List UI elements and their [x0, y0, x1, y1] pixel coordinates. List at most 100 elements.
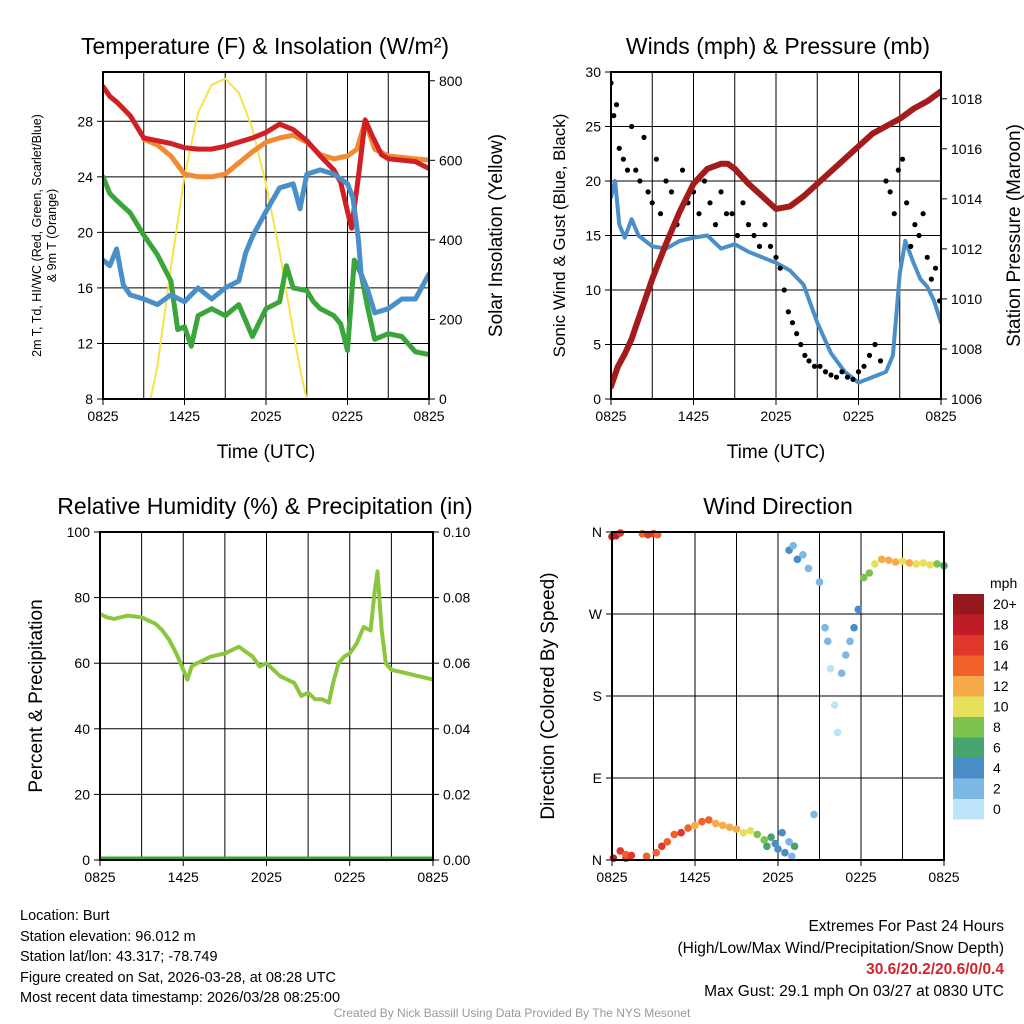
wind-direction-point [718, 821, 727, 830]
wind-direction-point [799, 550, 807, 559]
plot-frame [99, 531, 434, 861]
y2-tick-label: 1010 [951, 291, 982, 307]
gust-point [895, 167, 901, 173]
wind-direction-point [711, 819, 720, 828]
gust-point [781, 287, 787, 293]
y2-tick-label: 1018 [951, 91, 982, 107]
x-tick-label: 0825 [84, 869, 115, 885]
wind-direction-point [616, 847, 625, 855]
gust-point [653, 156, 659, 162]
chart-panel-3: 0 20 40 60 80 100 0.00 0.02 0.04 0.06 0.08 0.10 0825… [26, 493, 473, 885]
legend-swatch [953, 635, 984, 656]
chart-panel-1: 8 12 16 20 24 28 0 200 400 600 800 0825 1425 2025 0225… [30, 33, 507, 463]
x-tick-label: 2025 [251, 869, 282, 885]
wind-direction-point [891, 558, 900, 566]
created-text: Figure created on Sat, 2026-03-28, at 08… [20, 969, 336, 986]
y2-tick-label: 1008 [951, 341, 982, 357]
wind-direction-point [684, 824, 692, 832]
gust-point [657, 211, 664, 217]
gust-point [908, 243, 914, 249]
y-axis-label-2: & 9m T (Orange) [45, 189, 59, 282]
y-tick-label: 16 [77, 280, 93, 296]
gust-point [904, 200, 910, 206]
y2-tick-label: 0.02 [443, 786, 470, 802]
credit-text: Created By Nick Bassill Using Data Provi… [333, 1006, 691, 1020]
y-tick-label: 30 [585, 64, 601, 80]
y-axis-label: Sonic Wind & Gust (Blue, Black) [550, 114, 569, 358]
chart-title: Winds (mph) & Pressure (mb) [626, 33, 930, 59]
legend-swatch [953, 799, 984, 820]
wind-direction-point [912, 560, 921, 568]
wind-direction-point [790, 842, 799, 851]
max-gust-text: Max Gust: 29.1 mph On 03/27 at 0830 UTC [704, 982, 1004, 1000]
legend-label: 12 [993, 678, 1009, 694]
gust-point [802, 352, 808, 358]
latlon-text: Station lat/lon: 43.317; -78.749 [20, 949, 218, 965]
wind-direction-point [824, 637, 832, 646]
wind-direction-point [781, 848, 789, 857]
wind-direction-point [788, 852, 796, 861]
gust-point [633, 167, 639, 173]
y2-tick-label: 0.06 [443, 655, 470, 671]
x-tick-label: 0825 [417, 869, 448, 885]
2m-td-line [103, 174, 429, 358]
y-tick-label: 25 [585, 119, 601, 135]
wind-direction-point [865, 569, 874, 577]
2m-t-line [103, 84, 429, 231]
wind-direction-point [627, 851, 636, 860]
y2-tick-label: 0.10 [443, 524, 470, 540]
gust-point [767, 243, 774, 249]
legend-swatch [953, 737, 984, 758]
gust-point [866, 352, 873, 358]
wind-direction-point [905, 559, 914, 567]
y-tick-label: 20 [77, 224, 93, 240]
wind-direction-point [804, 564, 813, 573]
gust-point [616, 145, 622, 151]
chart-panel-2: 0510152025301006100810101012101410161018… [550, 33, 1024, 463]
recent-text: Most recent data timestamp: 2026/03/28 0… [20, 990, 341, 1006]
gust-point [899, 156, 906, 162]
y-axis-label: Percent & Precipitation [26, 599, 47, 792]
y-tick-label: N [592, 524, 602, 540]
x-tick-label: 1425 [678, 408, 709, 424]
wind-direction-point [919, 559, 928, 567]
gust-point [756, 243, 763, 249]
wind-direction-point [658, 842, 666, 851]
legend-swatch [953, 655, 984, 676]
y2-tick-label: 0.08 [443, 590, 470, 606]
wind-direction-point [785, 837, 793, 846]
plot-frame [610, 71, 942, 400]
x-tick-label: 0825 [925, 408, 956, 424]
gust-point [828, 372, 834, 378]
y2-tick-label: 800 [439, 73, 463, 89]
legend-swatch [953, 696, 984, 717]
gust-point [611, 113, 617, 119]
y2-tick-label: 0 [439, 391, 447, 407]
y-axis-label: 2m T, Td, HI/WC (Red, Green, Scarlet/Blu… [30, 114, 44, 357]
gust-point [773, 254, 779, 260]
wind-direction-point [815, 578, 824, 586]
wind-direction-point [767, 833, 775, 842]
x-tick-label: 0225 [843, 408, 874, 424]
gust-point [777, 265, 783, 271]
gust-point [817, 363, 823, 369]
y-tick-label: 20 [585, 173, 601, 189]
gust-point [920, 211, 926, 217]
x-tick-label: 1425 [679, 869, 710, 885]
legend-label: 14 [993, 658, 1009, 674]
gust-point [668, 189, 675, 195]
gust-point [663, 178, 669, 184]
gust-point [629, 123, 635, 130]
gust-point [718, 189, 724, 195]
legend-swatch [953, 758, 984, 779]
y-tick-label: 100 [67, 524, 91, 540]
wind-direction-point [926, 561, 934, 569]
plot-frame [102, 71, 430, 400]
wind-direction-point [778, 828, 786, 837]
gust-point [785, 309, 791, 315]
legend-swatch [953, 594, 984, 615]
y2-tick-label: 600 [439, 152, 463, 168]
chart-title: Wind Direction [703, 493, 853, 519]
legend-swatch [953, 778, 984, 799]
